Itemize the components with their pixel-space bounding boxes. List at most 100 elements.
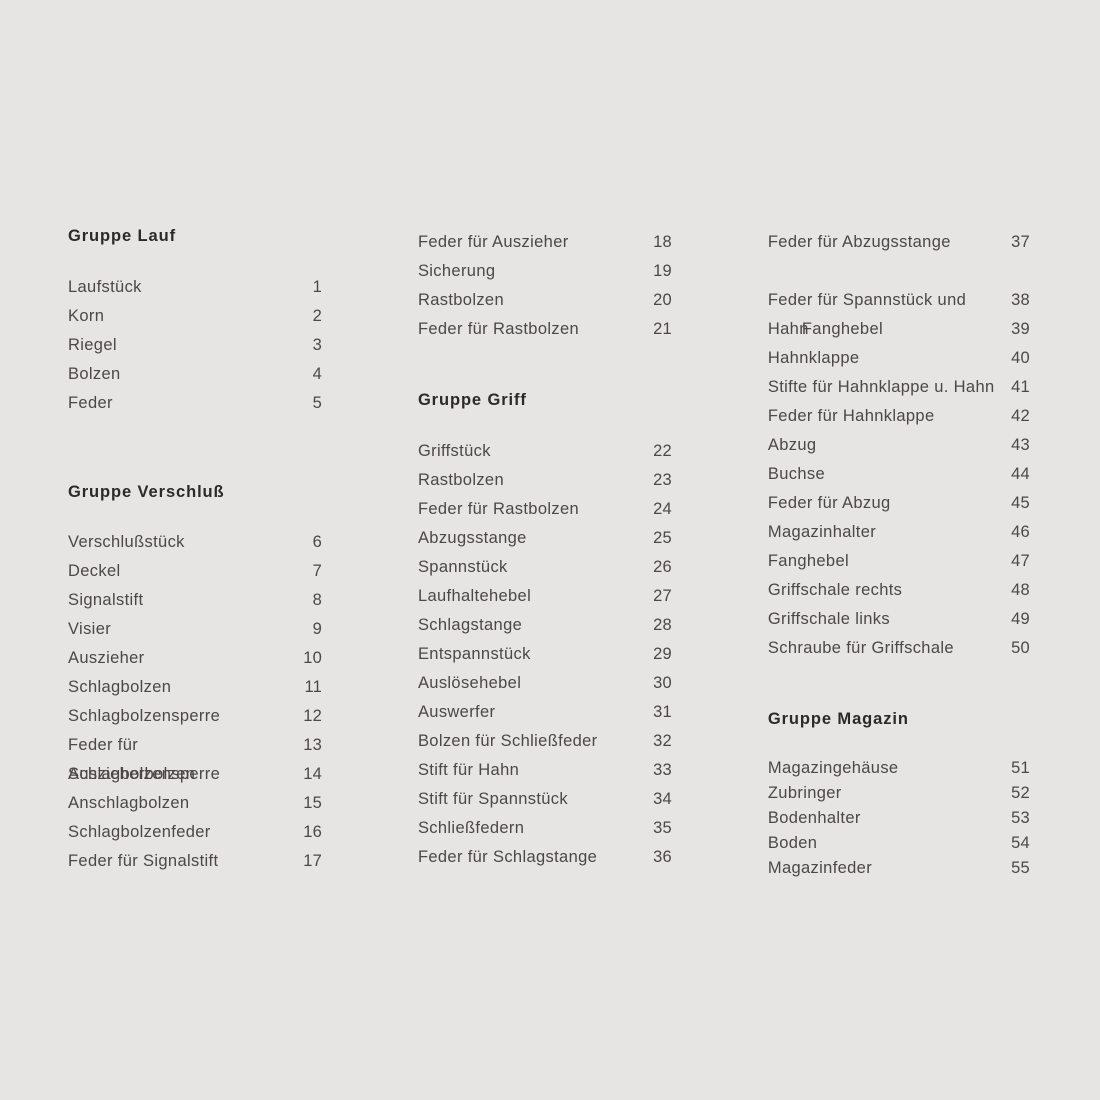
list-item[interactable]: Stift für Spannstück 34 (418, 785, 672, 814)
list-item[interactable]: Feder für Abzugsstange 37 (768, 228, 1030, 257)
list-item[interactable]: Feder für Abzug 45 (768, 489, 1030, 518)
list-item[interactable]: Schlagstange 28 (418, 611, 672, 640)
part-label: Sicherung (417, 262, 496, 280)
part-number: 24 (653, 499, 672, 518)
list-item[interactable]: Feder für Schlagstange 36 (418, 843, 672, 872)
part-label: Hahn (767, 320, 809, 338)
part-number: 27 (653, 586, 672, 605)
list-item[interactable]: Korn 2 (68, 302, 322, 331)
group-verschluss: Gruppe Verschluß Verschlußstück 6 Deckel… (68, 483, 418, 877)
group-item-list-lauf: Laufstück 1 Korn 2 Riegel 3 Bolzen 4 (68, 273, 322, 418)
part-number: 32 (653, 731, 672, 750)
part-label: Schlagbolzenfeder (68, 823, 211, 841)
part-number: 11 (304, 678, 322, 696)
part-label: Schraube für Griffschale (767, 639, 954, 657)
part-number: 2 (312, 306, 322, 325)
part-number: 10 (303, 649, 322, 667)
part-number: 39 (1011, 320, 1030, 338)
part-number: 20 (653, 291, 672, 309)
part-label: Rastbolzen (417, 470, 504, 489)
list-item[interactable]: Feder für Rastbolzen 24 (418, 495, 672, 524)
part-label: Griffschale links (767, 610, 890, 628)
list-item[interactable]: Schlagbolzensperre 12 (68, 702, 322, 731)
list-item[interactable]: Schließfedern 35 (418, 814, 672, 843)
list-item[interactable]: Feder für Signalstift 17 (68, 847, 322, 876)
part-number: 40 (1011, 349, 1030, 367)
part-label: Feder für Hahnklappe (767, 407, 935, 425)
list-item[interactable]: Rastbolzen 23 (418, 466, 672, 495)
list-item[interactable]: Auszieherbolzen 14 (68, 760, 322, 789)
list-item[interactable]: Stift für Hahn 33 (418, 756, 672, 785)
spacer (418, 344, 768, 392)
part-number: 8 (312, 591, 322, 609)
list-item[interactable]: Abzug 43 (768, 431, 1030, 460)
part-number: 47 (1011, 552, 1030, 570)
list-item[interactable]: Anschlagbolzen 15 (68, 789, 322, 818)
list-item[interactable]: Hahn 39 (768, 315, 1030, 344)
list-item[interactable]: Rastbolzen 20 (418, 286, 672, 315)
list-item[interactable]: Feder 5 (68, 389, 322, 418)
list-item[interactable]: Sicherung 19 (418, 257, 672, 286)
list-item[interactable]: Zubringer 52 (768, 781, 1030, 806)
list-item[interactable]: Magazinhalter 46 (768, 518, 1030, 547)
spacer (418, 411, 768, 437)
part-label: Feder für Abzug (767, 494, 891, 512)
part-label: Feder für Auszieher (417, 233, 569, 251)
list-item[interactable]: Entspannstück 29 (418, 640, 672, 669)
list-item[interactable]: Auswerfer 31 (418, 698, 672, 727)
part-number: 25 (653, 528, 672, 547)
part-number: 12 (303, 707, 322, 725)
list-item[interactable]: Boden 54 (768, 831, 1030, 856)
part-label: Feder für Rastbolzen (417, 320, 580, 338)
list-item[interactable]: Laufstück 1 (68, 273, 322, 302)
list-item[interactable]: Deckel 7 (68, 557, 322, 586)
part-label: Stift für Spannstück (417, 789, 569, 808)
list-item[interactable]: Schlagbolzenfeder 16 (68, 818, 322, 847)
part-number: 23 (653, 470, 672, 489)
list-item[interactable]: Feder für Auszieher 18 (418, 228, 672, 257)
part-label: Magazinhalter (767, 523, 877, 541)
list-item[interactable]: Signalstift 8 (68, 586, 322, 615)
part-number: 29 (653, 644, 672, 663)
spacer (768, 730, 1036, 756)
part-number: 52 (1011, 783, 1030, 802)
part-label: Abzug (767, 436, 817, 454)
list-item[interactable]: Bolzen für Schließfeder 32 (418, 727, 672, 756)
part-label: Abzugsstange (417, 528, 527, 547)
part-number: 46 (1011, 523, 1030, 541)
list-item[interactable]: Buchse 44 (768, 460, 1030, 489)
list-item[interactable]: Griffschale rechts 48 (768, 576, 1030, 605)
list-item[interactable]: Spannstück 26 (418, 553, 672, 582)
list-item[interactable]: Magazingehäuse 51 (768, 756, 1030, 781)
part-label: Visier (68, 620, 112, 638)
list-item[interactable]: Feder für Rastbolzen 21 (418, 315, 672, 344)
list-item[interactable]: Bodenhalter 53 (768, 806, 1030, 831)
part-label: Hahnklappe (767, 349, 860, 367)
part-number: 35 (653, 818, 672, 837)
list-item[interactable]: Visier 9 (68, 615, 322, 644)
list-item[interactable]: Feder für Hahnklappe 42 (768, 402, 1030, 431)
list-item[interactable]: Auslösehebel 30 (418, 669, 672, 698)
part-number: 51 (1011, 758, 1030, 777)
part-label: Schlagbolzensperre (68, 707, 221, 725)
list-item[interactable]: Schraube für Griffschale 50 (768, 634, 1030, 663)
list-item[interactable]: Stifte für Hahnklappe u. Hahn 41 (768, 373, 1030, 402)
list-item[interactable]: Fanghebel 47 (768, 547, 1030, 576)
list-item[interactable]: Verschlußstück 6 (68, 528, 322, 557)
list-item[interactable]: Riegel 3 (68, 331, 322, 360)
list-item[interactable]: Hahnklappe 40 (768, 344, 1030, 373)
part-label: Boden (767, 833, 818, 852)
list-item[interactable]: Magazinfeder 55 (768, 856, 1030, 881)
list-item[interactable]: Feder für Spannstück und Fanghebel 38 (768, 257, 1030, 338)
list-item[interactable]: Griffschale links 49 (768, 605, 1030, 634)
list-item[interactable]: Auszieher 10 (68, 644, 322, 673)
list-item[interactable]: Abzugsstange 25 (418, 524, 672, 553)
list-item[interactable]: Bolzen 4 (68, 360, 322, 389)
part-label: Feder (68, 393, 113, 412)
list-item[interactable]: Feder für Schlagbolzensperre 13 (68, 731, 322, 783)
part-label: Auszieherbolzen (68, 765, 196, 783)
list-item[interactable]: Griffstück 22 (418, 437, 672, 466)
list-item[interactable]: Schlagbolzen 11 (68, 673, 322, 702)
list-item[interactable]: Laufhaltehebel 27 (418, 582, 672, 611)
part-label: Griffstück (417, 441, 491, 460)
